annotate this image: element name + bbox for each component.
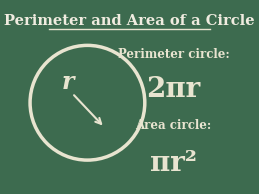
Text: Perimeter circle:: Perimeter circle:: [118, 48, 229, 61]
Text: Area circle:: Area circle:: [135, 119, 212, 132]
Text: 2πr: 2πr: [146, 76, 201, 103]
Text: r: r: [62, 70, 75, 94]
Text: πr²: πr²: [150, 150, 197, 178]
Text: Perimeter and Area of a Circle: Perimeter and Area of a Circle: [4, 14, 255, 28]
